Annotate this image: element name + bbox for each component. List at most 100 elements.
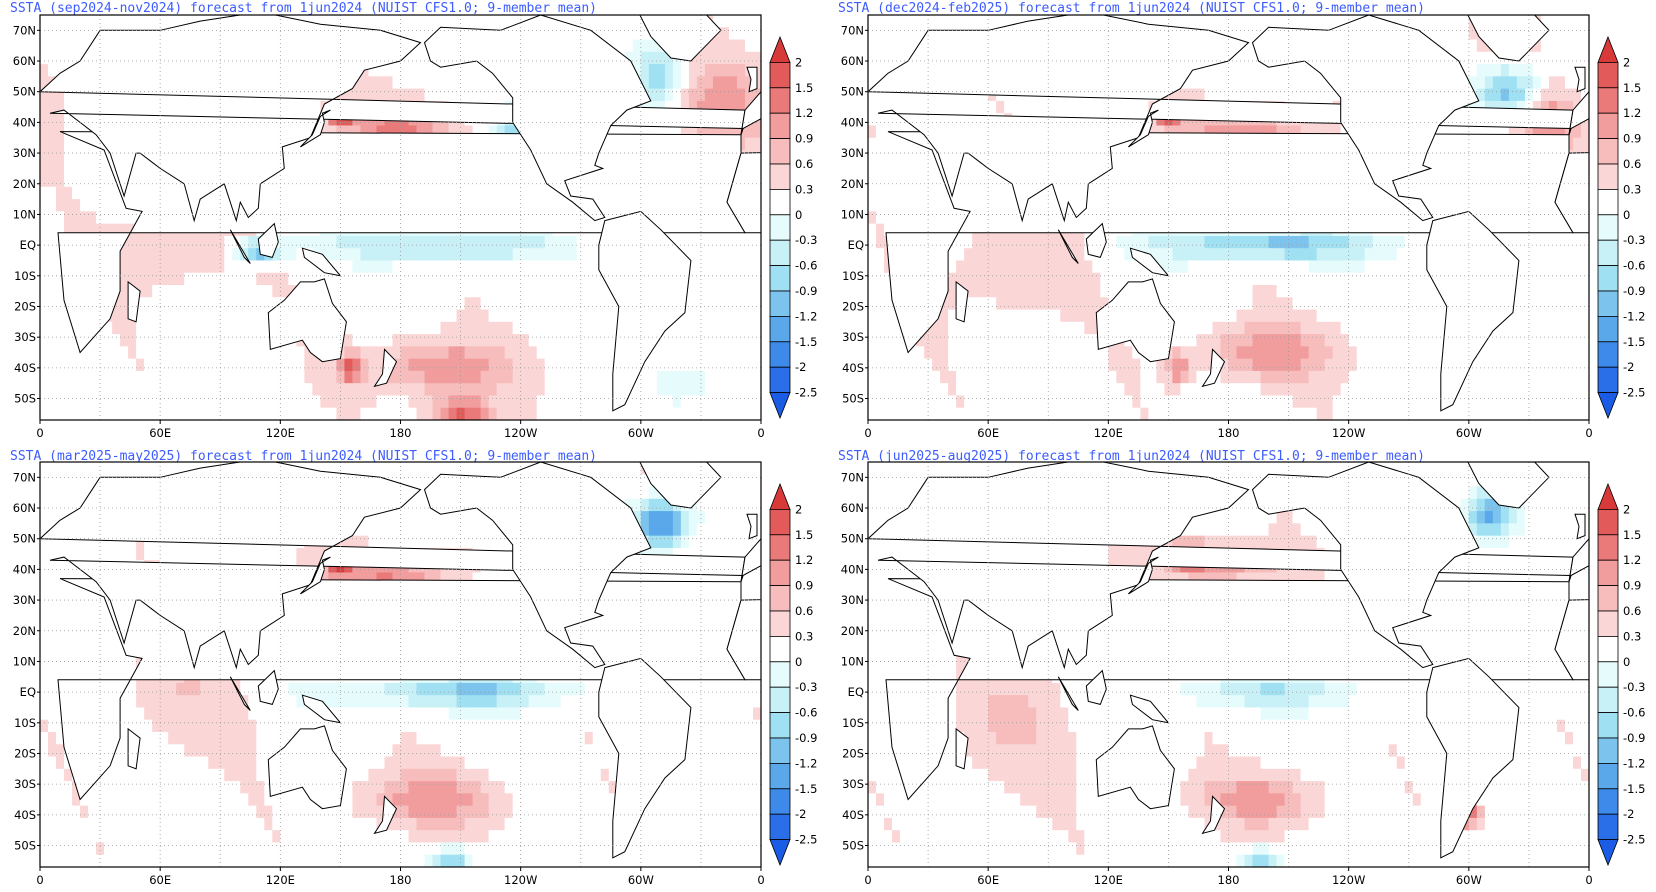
anomaly-cell: [568, 383, 578, 397]
anomaly-cell: [488, 407, 498, 420]
anomaly-cell: [1308, 260, 1318, 274]
anomaly-cell: [168, 346, 177, 360]
anomaly-cell: [504, 370, 514, 384]
anomaly-cell: [884, 174, 893, 188]
anomaly-cell: [1228, 88, 1238, 102]
anomaly-cell: [176, 100, 185, 114]
anomaly-cell: [1252, 88, 1262, 102]
anomaly-cell: [272, 297, 281, 311]
anomaly-cell: [408, 64, 418, 77]
anomaly-cell: [408, 321, 418, 335]
anomaly-cell: [664, 125, 674, 139]
x-tick-label: 120E: [266, 426, 295, 440]
anomaly-cell: [448, 297, 458, 311]
anomaly-cell: [336, 248, 346, 262]
anomaly-cell: [480, 285, 490, 298]
anomaly-cell: [424, 407, 434, 420]
anomaly-cell: [240, 235, 249, 249]
anomaly-cell: [504, 309, 514, 323]
anomaly-cell: [80, 199, 89, 212]
anomaly-cell: [440, 309, 450, 323]
anomaly-cell: [656, 395, 666, 409]
anomaly-cell: [744, 260, 754, 274]
anomaly-cell: [1324, 15, 1334, 28]
anomaly-cell: [152, 358, 161, 372]
anomaly-cell: [216, 321, 225, 335]
anomaly-cell: [632, 407, 642, 420]
anomaly-cell: [232, 383, 241, 397]
land-polygon: [301, 247, 342, 277]
anomaly-cell: [440, 272, 450, 286]
anomaly-cell: [400, 407, 410, 420]
anomaly-cell: [908, 162, 917, 176]
anomaly-cell: [472, 383, 482, 397]
anomaly-cell: [104, 395, 113, 409]
anomaly-cell: [80, 358, 89, 372]
anomaly-cell: [704, 358, 714, 372]
anomaly-cell: [600, 370, 610, 384]
anomaly-cell: [1316, 76, 1326, 90]
anomaly-cell: [664, 100, 674, 114]
anomaly-cell: [900, 15, 909, 28]
anomaly-cell: [160, 321, 169, 335]
anomaly-cell: [688, 358, 698, 372]
anomaly-cell: [480, 272, 490, 286]
anomaly-cell: [948, 260, 957, 274]
anomaly-cell: [672, 407, 682, 420]
anomaly-cell: [728, 51, 738, 65]
anomaly-cell: [376, 125, 386, 139]
anomaly-cell: [80, 383, 89, 397]
anomaly-cell: [688, 407, 698, 420]
anomaly-cell: [1508, 88, 1518, 102]
anomaly-cell: [648, 407, 658, 420]
anomaly-cell: [1564, 260, 1574, 274]
anomaly-cell: [112, 100, 121, 114]
anomaly-cell: [728, 39, 738, 53]
anomaly-cell: [144, 309, 153, 323]
anomaly-cell: [1260, 235, 1270, 249]
anomaly-cell: [728, 248, 738, 262]
anomaly-cell: [1332, 248, 1342, 262]
anomaly-cell: [392, 272, 402, 286]
anomaly-cell: [64, 334, 73, 347]
anomaly-cell: [176, 272, 185, 286]
anomaly-cell: [520, 309, 530, 323]
anomaly-cell: [916, 27, 925, 41]
anomaly-cell: [80, 211, 89, 225]
anomaly-cell: [136, 309, 145, 323]
anomaly-cell: [1548, 51, 1558, 65]
anomaly-cell: [1508, 125, 1518, 139]
anomaly-cell: [376, 309, 386, 323]
anomaly-cell: [424, 297, 434, 311]
anomaly-cell: [352, 321, 362, 335]
anomaly-cell: [72, 199, 81, 212]
anomaly-cell: [264, 395, 273, 409]
anomaly-cell: [96, 346, 105, 360]
anomaly-cell: [752, 125, 761, 139]
anomaly-cell: [980, 235, 989, 249]
anomaly-cell: [288, 383, 297, 397]
anomaly-cell: [408, 125, 418, 139]
land-polygon: [229, 229, 251, 264]
anomaly-cell: [1332, 15, 1342, 28]
anomaly-cell: [216, 383, 225, 397]
anomaly-cell: [336, 358, 346, 372]
anomaly-cell: [144, 321, 153, 335]
anomaly-cell: [320, 370, 329, 384]
anomaly-cell: [680, 358, 690, 372]
anomaly-cell: [368, 383, 378, 397]
anomaly-cell: [1292, 260, 1302, 274]
anomaly-cell: [384, 88, 394, 102]
anomaly-cell: [868, 125, 877, 139]
land-polygon: [740, 91, 761, 135]
anomaly-cell: [712, 346, 722, 360]
anomaly-cell: [696, 346, 706, 360]
anomaly-cell: [1540, 15, 1550, 28]
anomaly-cell: [256, 309, 265, 323]
anomaly-cell: [464, 370, 474, 384]
anomaly-cell: [104, 346, 113, 360]
anomaly-cell: [48, 51, 57, 65]
anomaly-cell: [496, 272, 506, 286]
anomaly-cell: [400, 334, 410, 347]
anomaly-cell: [1556, 125, 1566, 139]
